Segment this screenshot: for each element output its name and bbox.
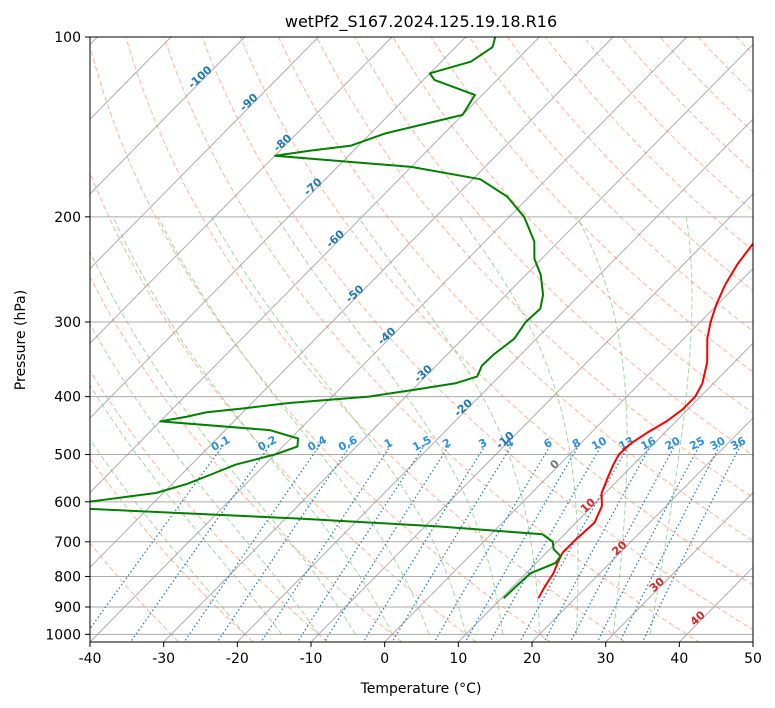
mixing-ratio-label: 16 <box>639 434 659 453</box>
x-axis-title: Temperature (°C) <box>360 681 482 697</box>
isotherm-line <box>90 37 467 419</box>
mixing-ratio-line <box>569 443 677 642</box>
x-tick-label: 10 <box>449 651 467 667</box>
y-tick-label: 100 <box>54 30 81 46</box>
y-tick-label: 400 <box>54 390 81 406</box>
isotherm-line <box>90 37 246 195</box>
profiles <box>90 37 753 599</box>
y-tick-label: 300 <box>54 315 81 331</box>
x-axis: -40 -30 -20 -10 0 10 20 30 40 50 <box>79 642 762 667</box>
x-tick-label: -30 <box>152 651 175 667</box>
y-tick-label: 700 <box>54 535 81 551</box>
mixing-ratio-line <box>129 443 272 642</box>
mixing-ratio-line <box>362 443 487 642</box>
dry-adiabat-line <box>90 44 552 642</box>
mixing-ratio-label: 20 <box>663 434 683 453</box>
isotherm-line <box>90 37 614 569</box>
mixing-ratio-line <box>260 443 393 642</box>
mixing-ratio-label: 30 <box>708 434 728 453</box>
isotherm-line <box>531 417 753 642</box>
isotherm-line <box>90 37 688 642</box>
dry-adiabat-line <box>430 37 753 373</box>
dry-adiabat-line <box>90 171 477 642</box>
dry-adiabat-line <box>201 37 753 631</box>
dry-adiabat-line <box>90 369 329 642</box>
x-tick-label: -10 <box>300 651 323 667</box>
x-tick-label: 40 <box>670 651 688 667</box>
mixing-ratio-line <box>464 443 581 642</box>
mixing-ratio-line <box>543 443 653 642</box>
mixing-ratio-label: 13 <box>617 434 637 453</box>
mixing-ratio-line <box>391 443 514 642</box>
y-axis: 100 200 300 400 500 600 700 800 900 1000 <box>45 30 90 643</box>
dry-adiabats <box>90 37 753 642</box>
y-tick-label: 900 <box>54 600 81 616</box>
isotherm-line <box>90 37 393 344</box>
y-axis-title: Pressure (hPa) <box>13 290 29 390</box>
plot-frame <box>89 36 754 643</box>
mixing-ratio-line <box>596 443 701 642</box>
mixing-ratio-line <box>323 443 451 642</box>
mixing-ratio-line <box>90 443 225 630</box>
mixing-ratio-line <box>216 443 352 642</box>
dry-adiabat-line <box>316 37 753 499</box>
mixing-ratio-line <box>519 443 631 642</box>
isotherm-line <box>605 491 753 642</box>
isotherm-line <box>384 267 753 642</box>
isotherm-line <box>457 342 753 642</box>
dry-adiabat-line <box>90 542 180 642</box>
x-tick-label: 30 <box>597 651 615 667</box>
mixing-ratio-line <box>183 443 322 642</box>
y-tick-label: 600 <box>54 495 81 511</box>
dry-adiabat-line <box>163 37 700 642</box>
x-tick-label: 50 <box>744 651 762 667</box>
dry-adiabat-line <box>354 37 753 456</box>
x-tick-label: 20 <box>523 651 541 667</box>
dry-adiabat-line <box>90 275 403 642</box>
isotherm-line <box>90 37 319 270</box>
mixing-ratio-label: 25 <box>687 434 707 453</box>
temperature-profile-line <box>537 241 753 599</box>
isotherm-grid <box>90 37 753 642</box>
y-tick-label: 800 <box>54 569 81 585</box>
dewpoint-profile-line <box>90 37 562 599</box>
isobar-grid <box>90 37 753 635</box>
isotherm-line <box>90 37 540 494</box>
mixing-ratio-line <box>296 443 426 642</box>
mixing-ratio-label: 36 <box>728 434 748 453</box>
isotherm-line <box>310 193 753 642</box>
x-tick-label: -20 <box>226 651 249 667</box>
chart-title: wetPf2_S167.2024.125.19.18.R16 <box>285 12 557 32</box>
mixing-ratio-label: 10 <box>589 434 609 453</box>
isotherm-line <box>163 43 753 642</box>
y-tick-label: 500 <box>54 448 81 464</box>
moist-adiabat-line <box>157 216 430 635</box>
dry-adiabat-line <box>277 37 753 542</box>
y-tick-label: 200 <box>54 210 81 226</box>
moist-adiabat-line <box>112 216 393 635</box>
x-tick-label: 0 <box>380 651 389 667</box>
y-tick-label: 1000 <box>45 627 81 643</box>
mixing-ratio-line <box>489 443 603 642</box>
x-tick-label: -40 <box>79 651 102 667</box>
mixing-ratio-line <box>433 443 552 642</box>
dry-adiabat-line <box>125 37 626 642</box>
isotherm-line <box>236 118 753 642</box>
